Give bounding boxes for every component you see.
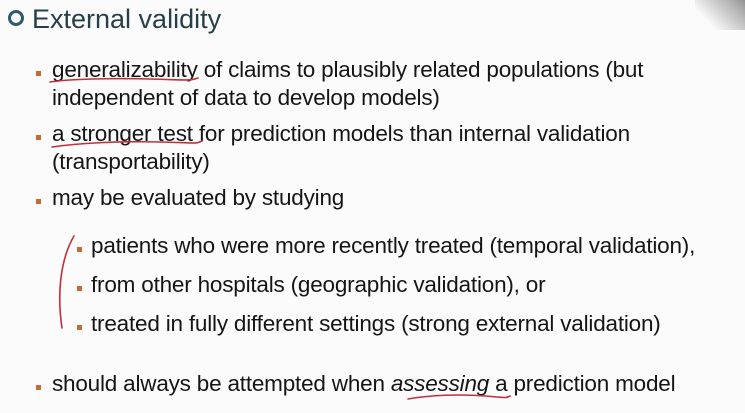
sub-bullet-marker bbox=[77, 325, 82, 330]
item-text: a prediction model bbox=[489, 371, 676, 396]
title-bullet-icon bbox=[8, 10, 24, 26]
sub-item-temporal: patients who were more recently treated … bbox=[91, 233, 696, 258]
item-text: for prediction models than internal vali… bbox=[192, 121, 630, 146]
bullet-marker bbox=[36, 385, 41, 390]
bullet-item-stronger-test: a stronger test for prediction models th… bbox=[52, 120, 630, 147]
underlined-term: a stronger test bbox=[52, 121, 193, 146]
sub-bullet-marker bbox=[77, 286, 82, 291]
bullet-marker bbox=[36, 71, 41, 76]
bullet-marker bbox=[36, 135, 41, 140]
bullet-item-evaluated: may be evaluated by studying bbox=[52, 185, 345, 210]
sub-bullet-marker bbox=[77, 247, 82, 252]
sub-item-strong-external: treated in fully different settings (str… bbox=[91, 311, 661, 336]
bullet-item-continuation: (transportability) bbox=[52, 149, 210, 174]
item-text: of claims to plausibly related populatio… bbox=[197, 57, 644, 82]
emphasized-term: assessing bbox=[390, 371, 490, 396]
bullet-item-continuation: independent of data to develop models) bbox=[52, 85, 440, 110]
corner-shadow bbox=[695, 0, 745, 30]
sub-item-geographic: from other hospitals (geographic validat… bbox=[91, 272, 546, 297]
bullet-item-assessing: should always be attempted when assessin… bbox=[52, 370, 676, 397]
slide-title: External validity bbox=[32, 4, 222, 34]
underlined-term: generalizability bbox=[52, 57, 198, 82]
item-text: should always be attempted when bbox=[52, 371, 391, 396]
bullet-item-generalizability: generalizability of claims to plausibly … bbox=[52, 56, 643, 83]
bullet-marker bbox=[36, 199, 41, 204]
